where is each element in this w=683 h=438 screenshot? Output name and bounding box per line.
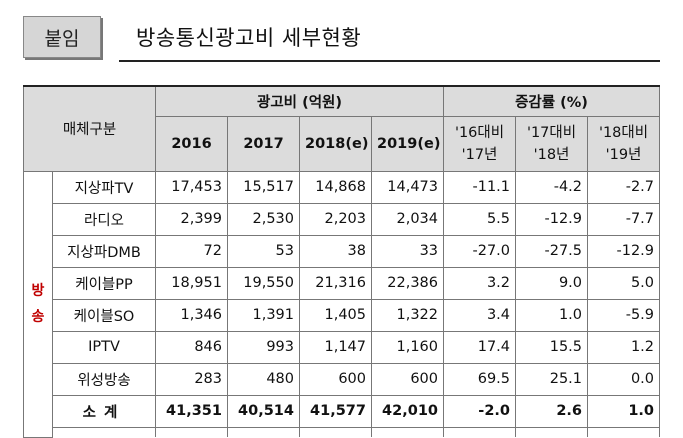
ad-cost-cell: 2,399 [155, 202, 228, 236]
media-name: 지상파DMB [52, 234, 156, 268]
growth-period-line1: '17대비 [526, 124, 577, 141]
ad-cost-total-cell: 41,577 [299, 394, 372, 428]
growth-period-line2: '18년 [533, 146, 570, 163]
subtotal-label: 소계 [52, 394, 156, 428]
growth-cell: 1.0 [515, 298, 589, 332]
year-header: 2019(e) [370, 115, 445, 172]
growth-rate-header: 증감률 (%) [443, 85, 661, 117]
ad-cost-cell: 2,203 [299, 202, 372, 236]
page-title: 방송통신광고비 세부현황 [136, 26, 362, 50]
table-row: 케이블PP 18,951 19,550 21,316 22,386 3.2 9.… [24, 266, 661, 300]
ad-cost-cell: 22,386 [370, 266, 445, 300]
growth-cell: 69.5 [443, 362, 517, 396]
media-category-header: 매체구분 [23, 85, 156, 172]
growth-cell: -27.5 [515, 234, 589, 268]
ad-cost-cell: 993 [227, 330, 300, 364]
growth-cell: 15.5 [515, 330, 589, 364]
ad-cost-cell: 15,517 [227, 170, 300, 204]
table-row: 위성방송 283 480 600 600 69.5 25.1 0.0 [24, 362, 661, 396]
growth-cell: 1.2 [587, 330, 661, 364]
growth-period-line1: '16대비 [454, 124, 505, 141]
growth-total-cell: 2.6 [515, 394, 589, 428]
ad-cost-cell: 600 [299, 362, 372, 396]
ad-cost-cell: 2,530 [227, 202, 300, 236]
growth-total-cell: -2.0 [443, 394, 517, 428]
ad-cost-total-cell: 40,514 [227, 394, 300, 428]
growth-cell: 0.0 [587, 362, 661, 396]
title-underline [119, 60, 660, 62]
growth-period-header: '16대비 '17년 [443, 115, 517, 172]
header-row-2: 2016 2017 2018(e) 2019(e) '16대비 '17년 '17대… [24, 115, 661, 172]
growth-period-line2: '17년 [461, 146, 498, 163]
ad-cost-cell: 283 [155, 362, 228, 396]
growth-cell: 5.5 [443, 202, 517, 236]
ad-cost-cell: 33 [370, 234, 445, 268]
ad-cost-cell: 1,405 [299, 298, 372, 332]
ad-cost-cell: 72 [155, 234, 228, 268]
ad-cost-cell: 1,322 [370, 298, 445, 332]
ad-cost-cell: 38 [299, 234, 372, 268]
growth-cell: 3.2 [443, 266, 517, 300]
growth-period-line2: '19년 [605, 146, 642, 163]
table-row: 라디오 2,399 2,530 2,203 2,034 5.5 -12.9 -7… [24, 202, 661, 236]
ad-cost-cell: 2,034 [370, 202, 445, 236]
growth-cell: 17.4 [443, 330, 517, 364]
media-name: 케이블SO [52, 298, 156, 332]
ad-cost-cell: 1,391 [227, 298, 300, 332]
growth-cell: -12.9 [587, 234, 661, 268]
growth-period-header: '18대비 '19년 [587, 115, 661, 172]
growth-period-line1: '18대비 [598, 124, 649, 141]
media-name: IPTV [52, 330, 156, 364]
ad-cost-cell: 14,868 [299, 170, 372, 204]
growth-cell: -4.2 [515, 170, 589, 204]
ad-cost-cell: 19,550 [227, 266, 300, 300]
growth-cell: -27.0 [443, 234, 517, 268]
media-name: 지상파TV [52, 170, 156, 204]
ad-cost-cell: 53 [227, 234, 300, 268]
ad-cost-cell: 14,473 [370, 170, 445, 204]
ad-cost-cell: 18,951 [155, 266, 228, 300]
table-row: IPTV 846 993 1,147 1,160 17.4 15.5 1.2 [24, 330, 661, 364]
growth-total-cell: 1.0 [587, 394, 661, 428]
ad-cost-cell: 17,453 [155, 170, 228, 204]
growth-cell: -5.9 [587, 298, 661, 332]
ad-expenditure-table: 매체구분 광고비 (억원) 증감률 (%) 2016 2017 2018(e) … [23, 85, 661, 438]
media-name: 케이블PP [52, 266, 156, 300]
year-header: 2017 [227, 115, 300, 172]
year-header: 2016 [155, 115, 228, 172]
media-name: 위성방송 [52, 362, 156, 396]
ad-cost-total-cell: 41,351 [155, 394, 228, 428]
header-row-1: 매체구분 광고비 (억원) 증감률 (%) [23, 85, 661, 172]
growth-period-header: '17대비 '18년 [515, 115, 589, 172]
ad-cost-cell: 1,147 [299, 330, 372, 364]
growth-cell: -11.1 [443, 170, 517, 204]
growth-cell: -7.7 [587, 202, 661, 236]
ad-cost-header: 광고비 (억원) [154, 85, 445, 117]
growth-cell: 5.0 [587, 266, 661, 300]
growth-cell: 3.4 [443, 298, 517, 332]
page-header: 붙임 방송통신광고비 세부현황 [0, 0, 683, 68]
ad-cost-cell: 1,160 [370, 330, 445, 364]
growth-cell: 25.1 [515, 362, 589, 396]
growth-cell: -12.9 [515, 202, 589, 236]
ad-cost-total-cell: 42,010 [370, 394, 445, 428]
media-name: 라디오 [52, 202, 156, 236]
ad-cost-cell: 600 [370, 362, 445, 396]
next-row-partial [24, 426, 661, 437]
subtotal-row: 소계 41,351 40,514 41,577 42,010 -2.0 2.6 … [24, 394, 661, 428]
attachment-tag: 붙임 [23, 16, 101, 58]
table-row: 지상파DMB 72 53 38 33 -27.0 -27.5 -12.9 [24, 234, 661, 268]
ad-cost-cell: 480 [227, 362, 300, 396]
growth-cell: 9.0 [515, 266, 589, 300]
ad-cost-cell: 1,346 [155, 298, 228, 332]
table-row: 케이블SO 1,346 1,391 1,405 1,322 3.4 1.0 -5… [24, 298, 661, 332]
ad-cost-cell: 846 [155, 330, 228, 364]
growth-cell: -2.7 [587, 170, 661, 204]
ad-cost-cell: 21,316 [299, 266, 372, 300]
year-header: 2018(e) [299, 115, 372, 172]
